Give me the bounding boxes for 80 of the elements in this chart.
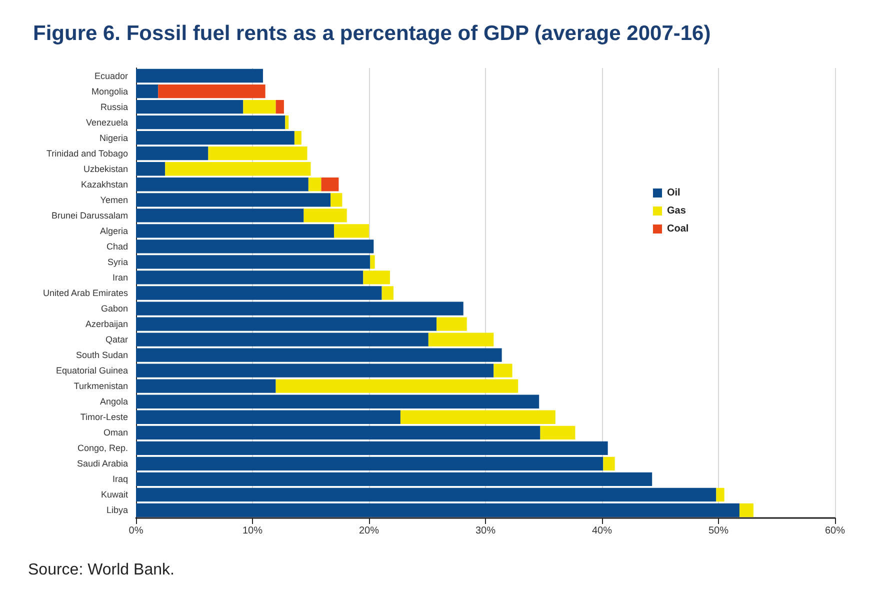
chart-title: Figure 6. Fossil fuel rents as a percentage of GDP (average 2007-16) — [33, 22, 711, 45]
y-tick-label: Ecuador — [94, 70, 128, 81]
bar — [285, 115, 289, 130]
y-tick-label: Yemen — [100, 194, 128, 205]
y-tick-label: Congo, Rep. — [77, 443, 128, 454]
source-note: Source: World Bank. — [28, 562, 174, 578]
y-tick-label: South Sudan — [76, 350, 128, 360]
y-tick-label: Equatorial Guinea — [56, 366, 128, 376]
bar — [136, 68, 263, 83]
y-tick-label: Gabon — [100, 304, 128, 314]
legend-label: Gas — [667, 206, 686, 216]
bar — [739, 503, 754, 518]
y-tick-label: Qatar — [105, 334, 128, 345]
bar — [136, 193, 331, 207]
bar — [276, 100, 284, 114]
bar — [308, 178, 322, 192]
y-tick-label: Angola — [100, 396, 128, 407]
y-tick-label: Chad — [106, 241, 128, 252]
y-tick-label: Saudi Arabia — [76, 458, 128, 469]
x-tick-label: 10% — [242, 526, 263, 536]
bar — [243, 100, 276, 114]
bar — [136, 364, 494, 378]
y-tick-label: Oman — [103, 428, 128, 438]
bar — [494, 364, 512, 378]
x-tick-label: 40% — [592, 526, 612, 536]
y-tick-label: Timor-Leste — [80, 412, 128, 422]
bar — [136, 410, 400, 424]
bar — [603, 456, 615, 471]
y-tick-label: Mongolia — [91, 86, 128, 96]
y-tick-label: Algeria — [100, 226, 128, 236]
y-tick-label: Trinidad and Tobago — [46, 148, 128, 158]
bar — [294, 131, 302, 145]
y-tick-label: Venezuela — [86, 117, 128, 128]
y-tick-label: Libya — [106, 505, 128, 516]
bar — [136, 394, 540, 408]
bar — [321, 178, 339, 192]
y-tick-label: Kazakhstan — [80, 179, 128, 190]
bar — [136, 472, 652, 486]
bar — [208, 146, 308, 160]
bar — [716, 488, 724, 502]
bar — [304, 208, 347, 222]
bar — [136, 488, 716, 502]
y-tick-label: Iraq — [112, 474, 128, 484]
bar — [400, 410, 556, 424]
bar — [136, 162, 166, 176]
x-tick-label: 30% — [475, 526, 496, 536]
bar — [136, 426, 540, 440]
x-tick-label: 50% — [708, 526, 729, 536]
bar — [165, 162, 311, 176]
y-tick-label: Iran — [112, 272, 128, 282]
bar — [136, 131, 294, 145]
bar — [136, 456, 604, 471]
bar — [158, 84, 266, 98]
bar — [334, 224, 369, 238]
bar — [136, 100, 244, 114]
legend-label: Oil — [667, 188, 681, 198]
bar — [540, 426, 576, 440]
bar — [136, 115, 286, 130]
bar — [276, 379, 518, 393]
y-tick-label: United Arab Emirates — [42, 288, 128, 298]
bar — [136, 441, 608, 455]
y-tick-label: Turkmenistan — [74, 381, 128, 392]
y-tick-label: Russia — [100, 102, 128, 112]
bar — [136, 84, 158, 98]
legend-label: Coal — [667, 224, 689, 234]
bar — [136, 146, 208, 160]
y-tick-label: Brunei Darussalam — [51, 210, 128, 220]
y-tick-label: Azerbaijan — [85, 319, 128, 330]
x-tick-label: 0% — [128, 526, 144, 536]
y-tick-label: Nigeria — [99, 132, 128, 143]
bar — [136, 178, 308, 192]
x-tick-label: 60% — [824, 526, 846, 536]
bar — [330, 193, 342, 207]
y-tick-label: Uzbekistan — [83, 164, 128, 174]
x-tick-label: 20% — [358, 526, 380, 536]
bar — [136, 503, 740, 518]
y-tick-label: Syria — [107, 256, 128, 267]
bar — [136, 208, 304, 222]
bar — [136, 379, 276, 393]
y-tick-label: Kuwait — [100, 490, 128, 500]
